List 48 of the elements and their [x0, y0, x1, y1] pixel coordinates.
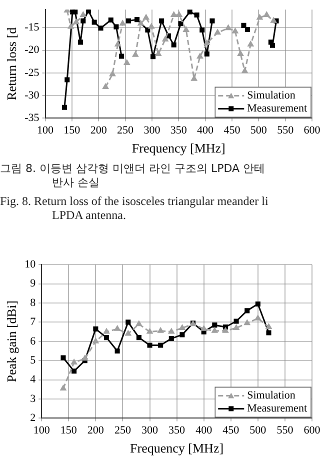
x-tick-label: 550	[276, 424, 294, 437]
x-axis-title: Frequency [MHz]	[132, 140, 226, 156]
text: 반사 손실	[51, 176, 100, 190]
y-tick-label: 5	[30, 354, 36, 366]
y-tick-label: 2	[30, 412, 36, 424]
y-tick-label: 6	[30, 335, 36, 348]
caption: Fig. 8. Return loss of the isosceles triangular meander li	[0, 194, 270, 208]
text: LPDA antenna.	[51, 208, 127, 222]
x-tick-label: 350	[168, 424, 186, 437]
y-tick-label: 4	[30, 374, 36, 386]
legend-label: Measurement	[247, 102, 308, 115]
x-tick-label: 350	[170, 124, 188, 137]
y-tick-label: 9	[30, 278, 36, 290]
x-tick-label: 600	[304, 124, 321, 137]
x-tick-label: 300	[144, 124, 161, 137]
y-tick-label: -35	[24, 112, 40, 124]
x-tick-label: 150	[60, 424, 78, 437]
x-tick-label: 500	[250, 124, 268, 137]
y-tick-label: -30	[24, 89, 40, 102]
y-tick-label: 8	[30, 296, 36, 309]
x-tick-label: 450	[224, 124, 241, 137]
y-axis-title: Return loss [d	[4, 26, 20, 100]
y-tick-label: 10	[24, 258, 36, 270]
y-tick-label: 3	[30, 392, 36, 405]
x-tick-label: 200	[87, 424, 104, 437]
x-tick-label: 400	[196, 424, 213, 437]
y-tick-label: -15	[24, 22, 40, 34]
y-tick-label: -20	[24, 44, 40, 56]
x-tick-label: 300	[142, 424, 159, 437]
x-tick-label: 100	[37, 124, 54, 137]
x-tick-label: 200	[90, 124, 108, 137]
x-tick-label: 100	[33, 424, 50, 437]
x-tick-label: 600	[304, 424, 321, 437]
x-tick-label: 150	[64, 124, 81, 137]
x-tick-label: 400	[197, 124, 214, 137]
x-tick-label: 450	[222, 424, 240, 437]
y-axis-title: Peak gain [dBi]	[4, 300, 20, 382]
x-tick-label: 500	[250, 424, 267, 437]
x-tick-label: 250	[114, 424, 132, 437]
x-axis-title: Frequency [MHz]	[130, 440, 224, 456]
caption: 그림 8. 이등변 삼각형 미앤더 라인 구조의 LPDA 안테	[0, 162, 266, 176]
legend-label: Simulation	[247, 90, 296, 102]
y-tick-label: 7	[30, 316, 36, 328]
x-tick-label: 250	[117, 124, 134, 137]
legend-label: Simulation	[247, 390, 296, 402]
x-tick-label: 550	[277, 124, 294, 137]
y-tick-label: -25	[24, 66, 40, 79]
legend-label: Measurement	[247, 402, 308, 415]
